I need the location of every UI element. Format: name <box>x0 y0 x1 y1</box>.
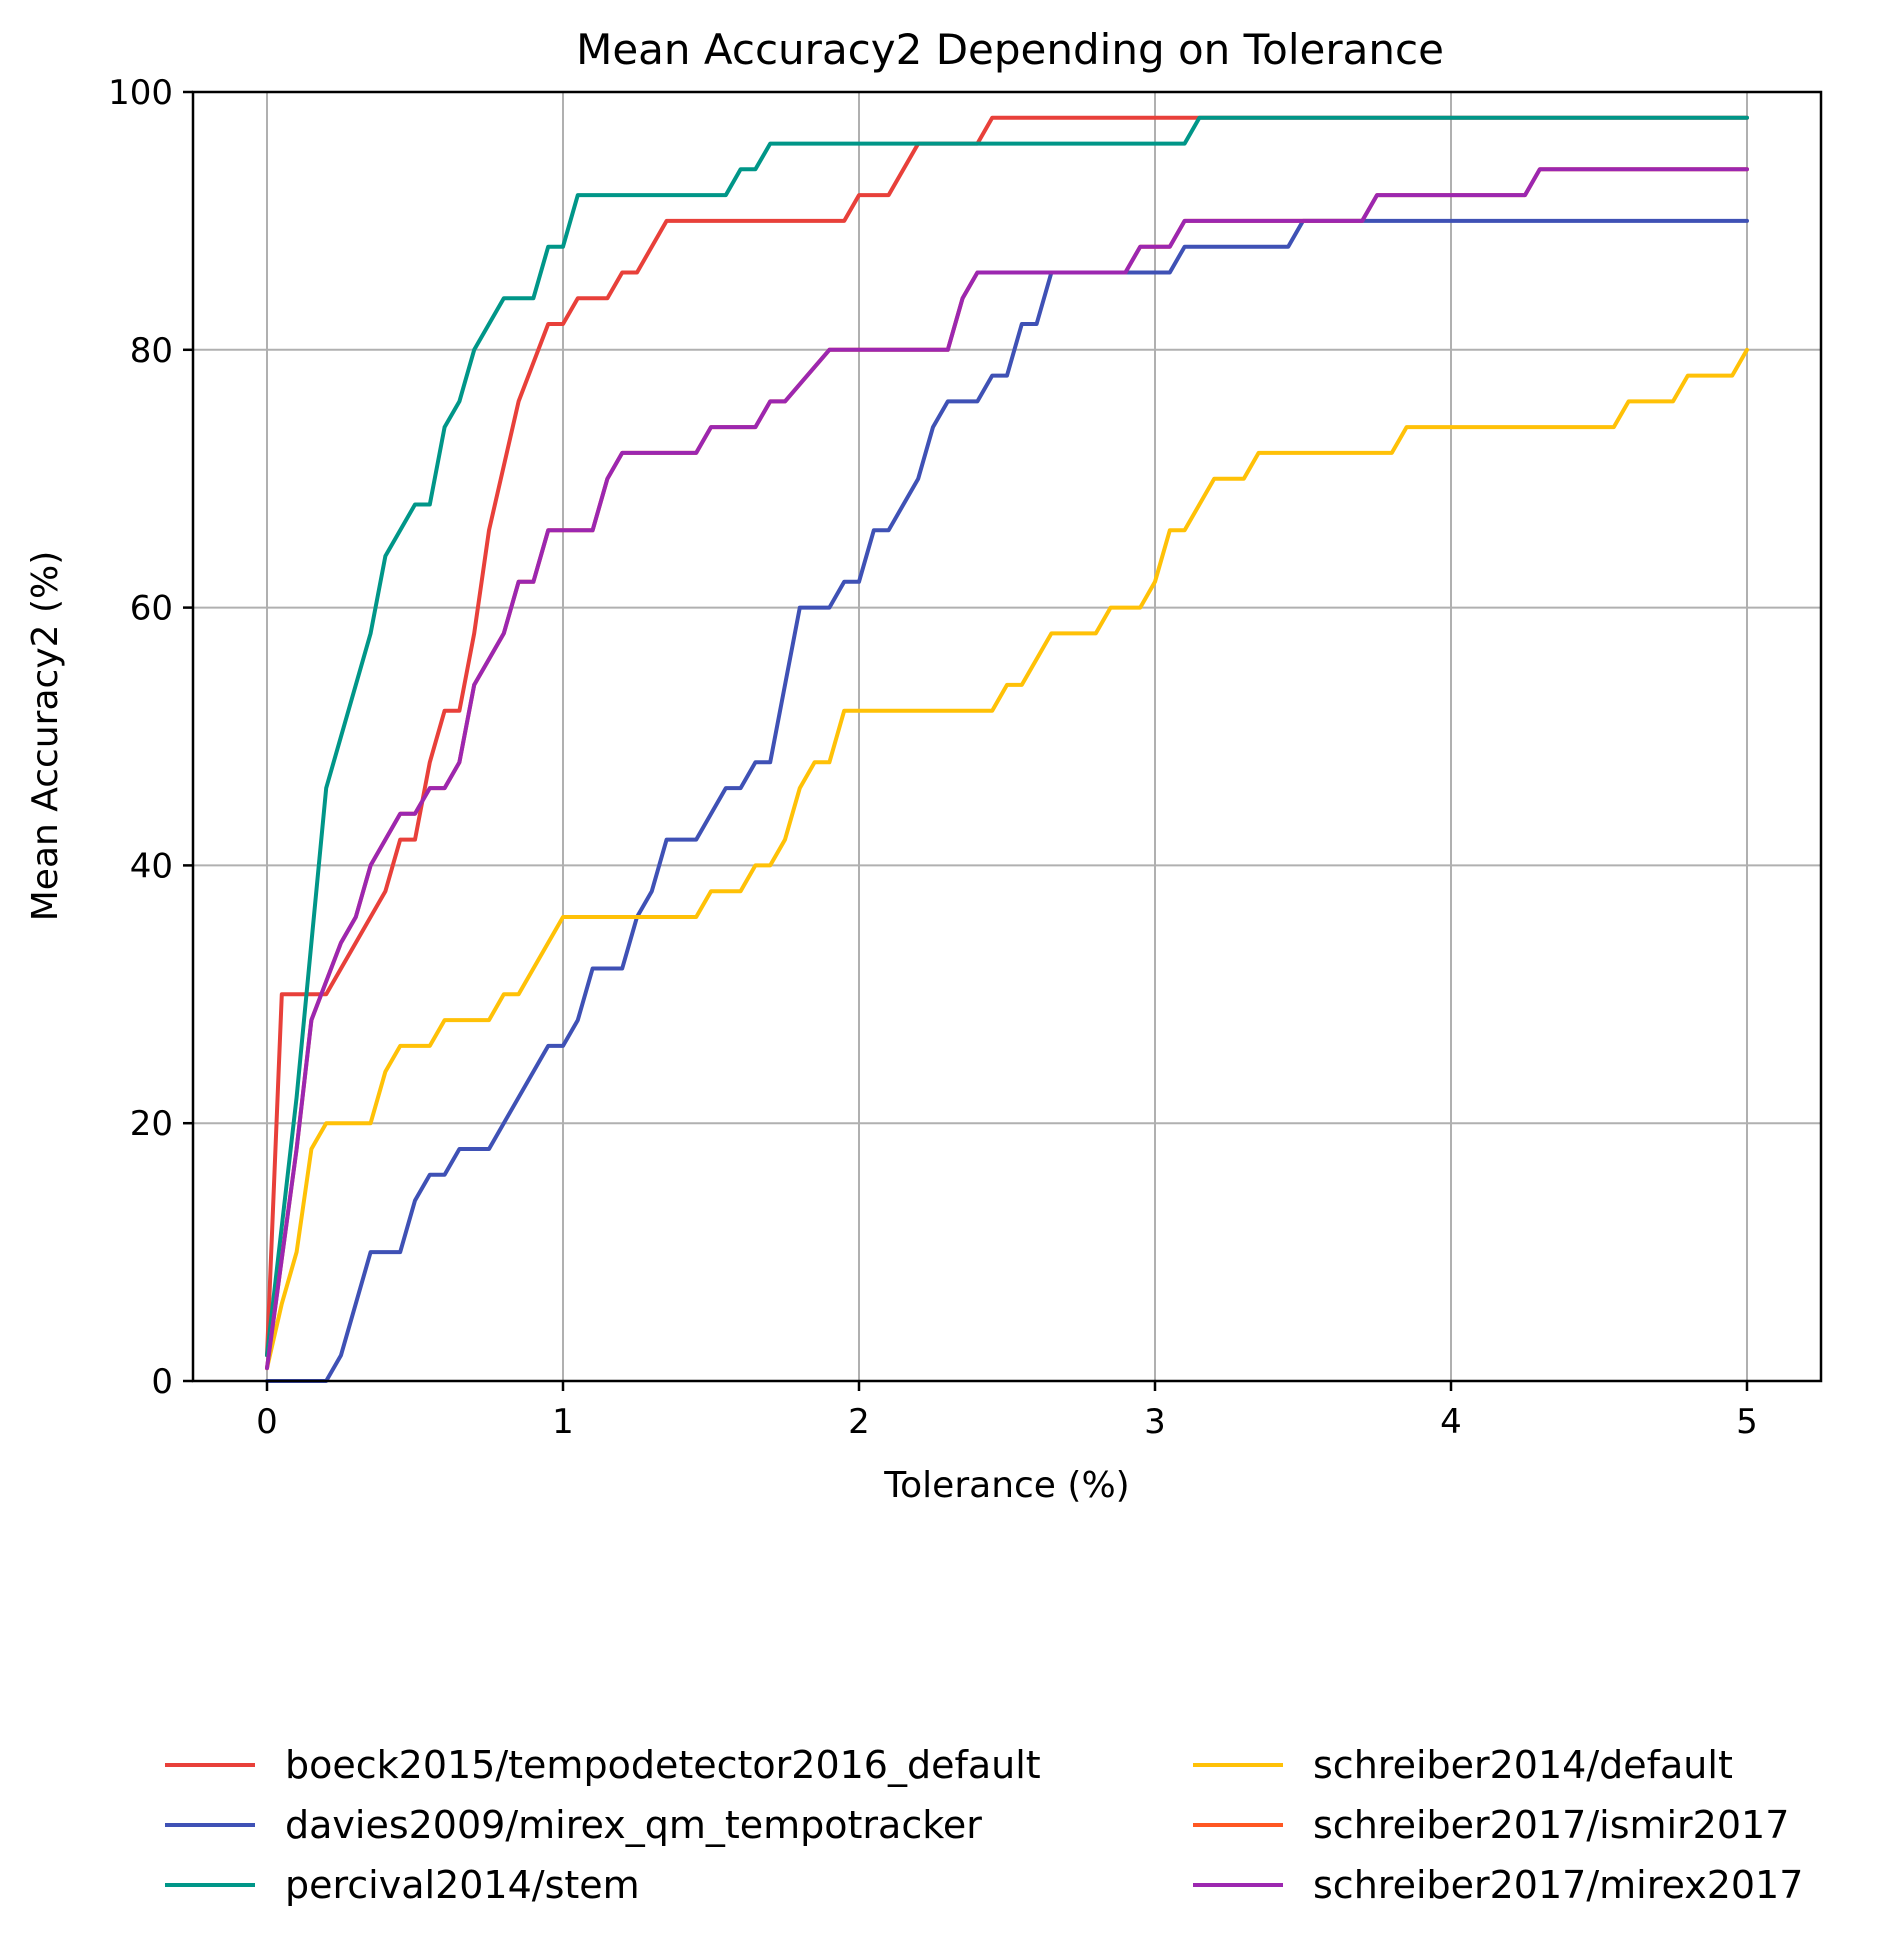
legend-label: boeck2015/tempodetector2016_default <box>285 1743 1041 1787</box>
legend-item-davies2009-mirex-qm-tempotracker: davies2009/mirex_qm_tempotracker <box>165 1803 982 1847</box>
legend-item-schreiber2014-default: schreiber2014/default <box>1193 1743 1733 1787</box>
series-line-percival2014-stem <box>265 115 1749 1358</box>
legend-label: schreiber2014/default <box>1313 1743 1733 1787</box>
series-line-davies2009-mirex-qm-tempotracker <box>265 218 1749 1383</box>
legend-item-boeck2015-tempodetector2016-default: boeck2015/tempodetector2016_default <box>165 1743 1041 1787</box>
series-line-boeck2015-tempodetector2016-default <box>265 115 1749 1358</box>
series-line-schreiber2017-mirex2017 <box>265 167 1749 1371</box>
legend-item-schreiber2017-ismir2017: schreiber2017/ismir2017 <box>1193 1803 1789 1847</box>
legend-item-percival2014-stem: percival2014/stem <box>165 1863 640 1907</box>
legend-label: percival2014/stem <box>285 1863 640 1907</box>
legend-label: schreiber2017/ismir2017 <box>1313 1803 1789 1847</box>
legend-label: davies2009/mirex_qm_tempotracker <box>285 1803 982 1847</box>
plot-frame <box>191 90 1823 1383</box>
chart-title: Mean Accuracy2 Depending on Tolerance <box>576 25 1444 74</box>
legend: boeck2015/tempodetector2016_defaultdavie… <box>165 1743 1803 1907</box>
x-axis-label: Tolerance (%) <box>883 1465 1129 1506</box>
x-tick-label: 5 <box>1736 1402 1758 1442</box>
x-tick-label: 0 <box>256 1402 278 1442</box>
y-axis-label: Mean Accuracy2 (%) <box>25 551 66 922</box>
legend-item-schreiber2017-mirex2017: schreiber2017/mirex2017 <box>1193 1863 1803 1907</box>
y-tick-label: 60 <box>130 589 173 629</box>
y-tick-label: 80 <box>130 331 173 371</box>
y-tick-label: 100 <box>108 73 173 113</box>
tick-layer: 0 1 2 3 4 5 0 20 40 60 80 100 <box>108 73 1758 1442</box>
x-tick-label: 2 <box>848 1402 870 1442</box>
y-tick-label: 40 <box>130 846 173 886</box>
y-tick-label: 0 <box>151 1362 173 1402</box>
x-tick-label: 1 <box>552 1402 574 1442</box>
y-tick-label: 20 <box>130 1104 173 1144</box>
x-tick-label: 4 <box>1440 1402 1462 1442</box>
series-layer <box>265 115 1749 1383</box>
x-tick-label: 3 <box>1144 1402 1166 1442</box>
legend-label: schreiber2017/mirex2017 <box>1313 1863 1803 1907</box>
series-line-schreiber2014-default <box>265 347 1749 1371</box>
